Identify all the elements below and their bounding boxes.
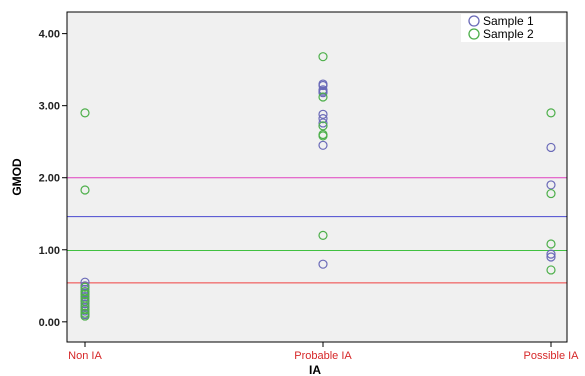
data-point: [80, 311, 90, 321]
data-point: [318, 52, 328, 62]
data-point: [546, 142, 556, 153]
legend-label: Sample 1: [483, 14, 534, 28]
y-tick-label: 2.00: [39, 173, 60, 185]
plot-area: [66, 11, 568, 343]
data-point: [80, 289, 90, 300]
y-tick-label: 4.00: [39, 29, 60, 41]
reference-lines: [67, 177, 567, 284]
data-points: [80, 52, 556, 321]
data-point: [318, 109, 328, 119]
data-point: [80, 286, 90, 297]
y-axis: 0.00 1.00 2.00 3.00 4.00: [39, 29, 67, 329]
data-point: [80, 308, 90, 318]
x-axis: Non IA Probable IA Possible IA: [68, 342, 579, 362]
legend-marker: [468, 15, 480, 27]
data-point: [546, 108, 556, 118]
data-point: [318, 230, 328, 240]
y-axis-title: GMOD: [10, 158, 24, 196]
data-point: [318, 121, 328, 131]
data-point: [80, 185, 90, 195]
data-point: [318, 92, 328, 102]
data-point: [546, 239, 556, 249]
data-point: [546, 188, 556, 199]
data-point: [80, 277, 90, 287]
data-point: [318, 114, 328, 124]
data-point: [546, 265, 556, 275]
y-tick-label: 0.00: [39, 317, 60, 329]
y-tick-label: 1.00: [39, 245, 60, 257]
data-point: [318, 88, 328, 98]
data-point: [318, 80, 328, 91]
x-tick-label: Non IA: [68, 350, 102, 362]
data-point: [80, 282, 90, 292]
data-point: [80, 301, 90, 311]
data-point: [546, 249, 556, 259]
x-tick-label: Probable IA: [294, 350, 352, 362]
data-point: [546, 252, 556, 262]
x-axis-title: IA: [309, 363, 321, 376]
data-point: [80, 304, 90, 315]
data-point: [80, 108, 90, 118]
data-point: [318, 118, 328, 128]
data-point: [318, 131, 328, 141]
y-tick-label: 3.00: [39, 101, 60, 113]
legend-marker: [468, 28, 480, 40]
data-point: [546, 180, 556, 190]
x-tick-label: Possible IA: [523, 350, 579, 362]
data-point: [318, 259, 328, 269]
data-point: [318, 140, 328, 150]
legend-label: Sample 2: [483, 27, 534, 41]
